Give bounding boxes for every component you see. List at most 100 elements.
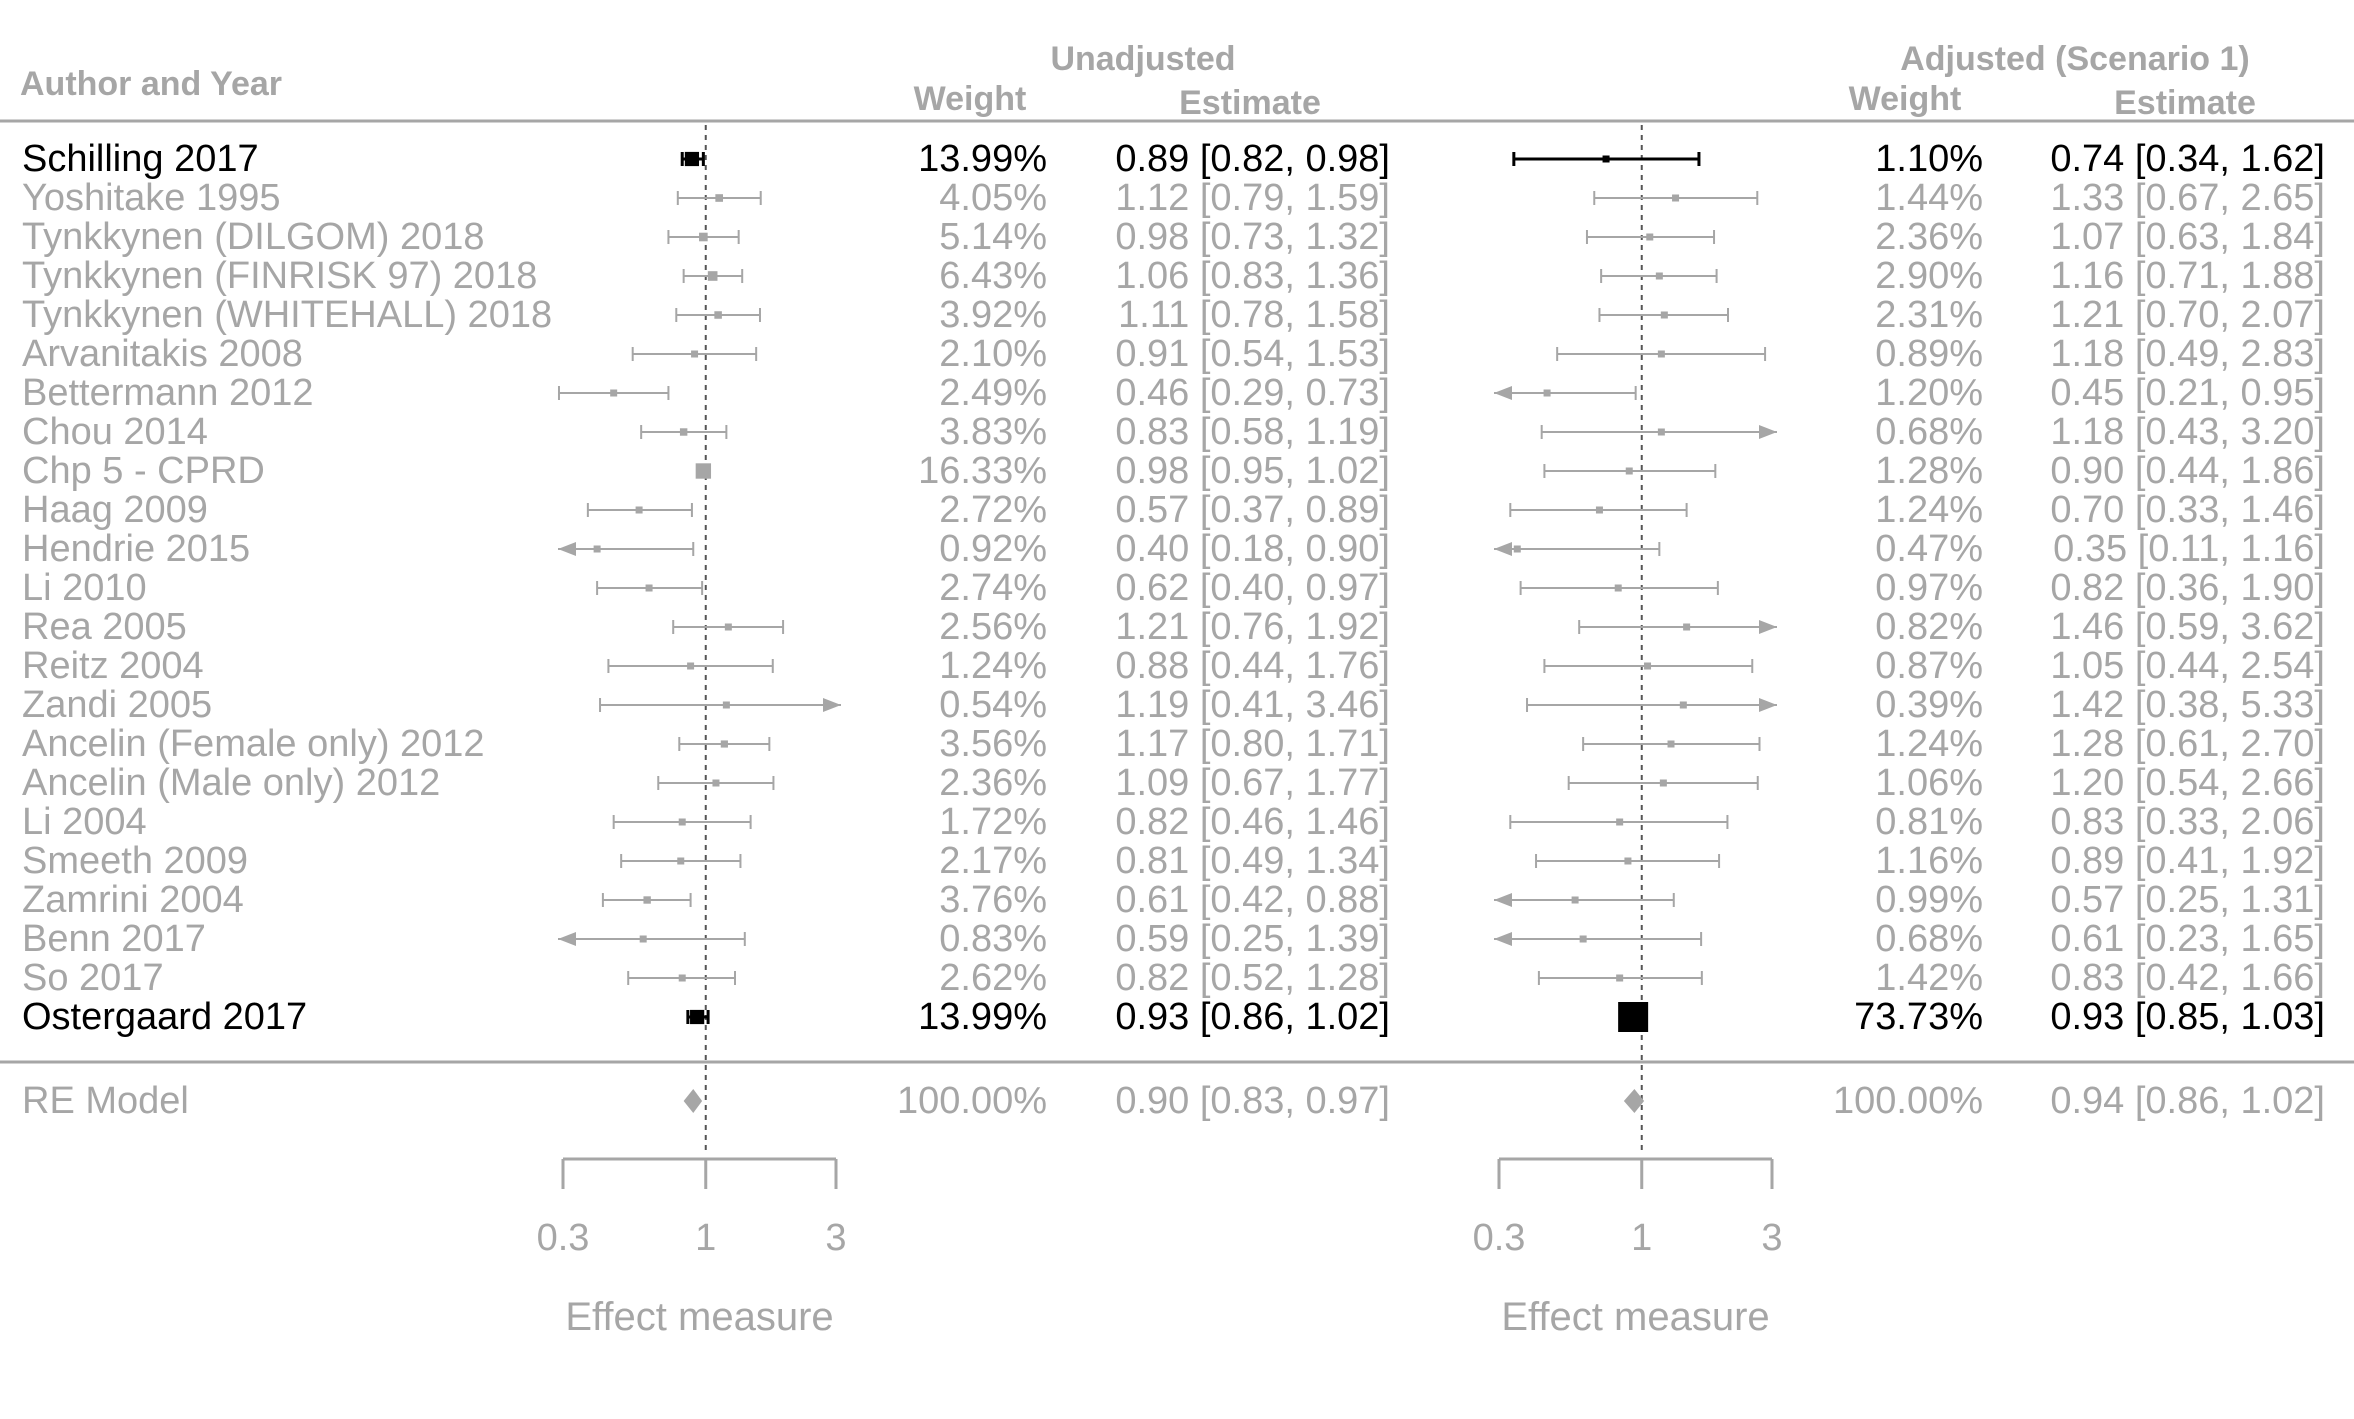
- row-3-unadjusted-point: [707, 271, 718, 281]
- row-14-unadjusted-weight: 0.54%: [939, 684, 1047, 726]
- row-12-unadjusted-weight: 2.56%: [939, 606, 1047, 648]
- header-adjusted-estimate: Estimate: [2114, 84, 2256, 122]
- row-8-adjusted-weight: 1.28%: [1875, 450, 1983, 492]
- row-6-adjusted-weight: 1.20%: [1875, 372, 1983, 414]
- row-12-adjusted-point: [1683, 623, 1691, 631]
- row-18-unadjusted-weight: 2.17%: [939, 840, 1047, 882]
- row-4-unadjusted-point: [714, 311, 722, 319]
- forest-panels: 0.3 1 3 Effect measure 0.3 1 3 Effect measure: [537, 125, 1783, 1339]
- row-19-study-label: Zamrini 2004: [22, 879, 244, 921]
- row-19-adjusted-estimate: 0.57 [0.25, 1.31]: [2050, 879, 2325, 921]
- row-16-unadjusted-estimate: 1.09 [0.67, 1.77]: [1115, 762, 1390, 804]
- row-11-adjusted-estimate: 0.82 [0.36, 1.90]: [2050, 567, 2325, 609]
- row-0-unadjusted-estimate: 0.89 [0.82, 0.98]: [1115, 138, 1390, 180]
- row-9-study-label: Haag 2009: [22, 489, 208, 531]
- row-11-adjusted-weight: 0.97%: [1875, 567, 1983, 609]
- row-12-adjusted-weight: 0.82%: [1875, 606, 1983, 648]
- row-22-study-label: Ostergaard 2017: [22, 996, 307, 1038]
- row-4-adjusted-point: [1660, 311, 1668, 319]
- row-15-adjusted-estimate: 1.28 [0.61, 2.70]: [2050, 723, 2325, 765]
- row-10-unadjusted-ci-arrow-left: [558, 542, 576, 556]
- row-7-adjusted-weight: 0.68%: [1875, 411, 1983, 453]
- row-16-unadjusted-weight: 2.36%: [939, 762, 1047, 804]
- row-18-study-label: Smeeth 2009: [22, 840, 248, 882]
- row-18-unadjusted-point: [677, 857, 685, 865]
- row-20-unadjusted-ci-arrow-left: [558, 932, 576, 946]
- row-10-unadjusted-weight: 0.92%: [939, 528, 1047, 570]
- row-21-adjusted-estimate: 0.83 [0.42, 1.66]: [2050, 957, 2325, 999]
- row-1-unadjusted-estimate: 1.12 [0.79, 1.59]: [1115, 177, 1390, 219]
- adjusted-tick-label: 3: [1761, 1217, 1782, 1259]
- row-8-study-label: Chp 5 - CPRD: [22, 450, 265, 492]
- row-22-unadjusted-point: [690, 1009, 705, 1025]
- row-20-study-label: Benn 2017: [22, 918, 206, 960]
- row-6-adjusted-point: [1543, 389, 1551, 397]
- row-14-adjusted-point: [1679, 701, 1687, 709]
- row-11-unadjusted-point: [645, 584, 653, 592]
- row-1-adjusted-weight: 1.44%: [1875, 177, 1983, 219]
- row-0-adjusted-point: [1602, 155, 1610, 163]
- row-10-unadjusted-estimate: 0.40 [0.18, 0.90]: [1115, 528, 1390, 570]
- row-18-adjusted-estimate: 0.89 [0.41, 1.92]: [2050, 840, 2325, 882]
- row-21-unadjusted-estimate: 0.82 [0.52, 1.28]: [1115, 957, 1390, 999]
- header-unadjusted-estimate: Estimate: [1179, 84, 1321, 122]
- row-1-adjusted-point: [1672, 194, 1680, 202]
- row-14-adjusted-weight: 0.39%: [1875, 684, 1983, 726]
- row-6-unadjusted-estimate: 0.46 [0.29, 0.73]: [1115, 372, 1390, 414]
- row-22-unadjusted-estimate: 0.93 [0.86, 1.02]: [1115, 996, 1390, 1038]
- row-20-unadjusted-weight: 0.83%: [939, 918, 1047, 960]
- summary-label: RE Model: [22, 1080, 189, 1122]
- unadjusted-tick-label: 0.3: [537, 1217, 590, 1259]
- row-15-adjusted-weight: 1.24%: [1875, 723, 1983, 765]
- row-1-unadjusted-weight: 4.05%: [939, 177, 1047, 219]
- row-15-study-label: Ancelin (Female only) 2012: [22, 723, 485, 765]
- row-8-adjusted-point: [1625, 467, 1633, 475]
- row-21-unadjusted-point: [678, 974, 686, 982]
- row-6-adjusted-ci-arrow-left: [1494, 386, 1512, 400]
- row-7-adjusted-ci-arrow-right: [1759, 425, 1777, 439]
- row-20-adjusted-weight: 0.68%: [1875, 918, 1983, 960]
- row-11-unadjusted-estimate: 0.62 [0.40, 0.97]: [1115, 567, 1390, 609]
- row-3-adjusted-estimate: 1.16 [0.71, 1.88]: [2050, 255, 2325, 297]
- row-14-unadjusted-ci-arrow-right: [823, 698, 841, 712]
- row-16-study-label: Ancelin (Male only) 2012: [22, 762, 440, 804]
- row-9-adjusted-point: [1595, 506, 1603, 514]
- row-22-adjusted-point: [1618, 1002, 1649, 1032]
- row-17-unadjusted-estimate: 0.82 [0.46, 1.46]: [1115, 801, 1390, 843]
- row-11-study-label: Li 2010: [22, 567, 147, 609]
- row-8-unadjusted-weight: 16.33%: [918, 450, 1047, 492]
- row-4-unadjusted-estimate: 1.11 [0.78, 1.58]: [1118, 294, 1390, 336]
- row-13-adjusted-point: [1644, 662, 1652, 670]
- row-14-adjusted-estimate: 1.42 [0.38, 5.33]: [2050, 684, 2325, 726]
- row-13-unadjusted-point: [687, 662, 695, 670]
- row-0-adjusted-estimate: 0.74 [0.34, 1.62]: [2050, 138, 2325, 180]
- row-5-study-label: Arvanitakis 2008: [22, 333, 303, 375]
- header-unadjusted-weight: Weight: [914, 80, 1027, 118]
- row-8-unadjusted-estimate: 0.98 [0.95, 1.02]: [1115, 450, 1390, 492]
- row-18-adjusted-point: [1624, 857, 1632, 865]
- row-21-adjusted-point: [1616, 974, 1624, 982]
- row-3-study-label: Tynkkynen (FINRISK 97) 2018: [22, 255, 537, 297]
- row-4-unadjusted-weight: 3.92%: [939, 294, 1047, 336]
- row-0-unadjusted-weight: 13.99%: [918, 138, 1047, 180]
- row-16-adjusted-point: [1659, 779, 1667, 787]
- row-5-adjusted-estimate: 1.18 [0.49, 2.83]: [2050, 333, 2325, 375]
- row-16-unadjusted-point: [712, 779, 720, 787]
- header-adjusted-weight: Weight: [1849, 80, 1962, 118]
- row-12-study-label: Rea 2005: [22, 606, 187, 648]
- row-18-unadjusted-estimate: 0.81 [0.49, 1.34]: [1115, 840, 1390, 882]
- row-9-unadjusted-point: [635, 506, 643, 514]
- row-19-adjusted-point: [1571, 896, 1579, 904]
- unadjusted-tick-label: 1: [695, 1217, 716, 1259]
- row-12-adjusted-ci-arrow-right: [1759, 620, 1777, 634]
- row-3-adjusted-point: [1655, 272, 1663, 280]
- row-2-adjusted-estimate: 1.07 [0.63, 1.84]: [2050, 216, 2325, 258]
- row-8-unadjusted-point: [695, 463, 712, 479]
- row-19-unadjusted-estimate: 0.61 [0.42, 0.88]: [1115, 879, 1390, 921]
- row-7-adjusted-point: [1657, 428, 1665, 436]
- row-6-study-label: Bettermann 2012: [22, 372, 314, 414]
- row-17-study-label: Li 2004: [22, 801, 147, 843]
- row-15-unadjusted-weight: 3.56%: [939, 723, 1047, 765]
- adjusted-x-axis-label: Effect measure: [1501, 1295, 1769, 1339]
